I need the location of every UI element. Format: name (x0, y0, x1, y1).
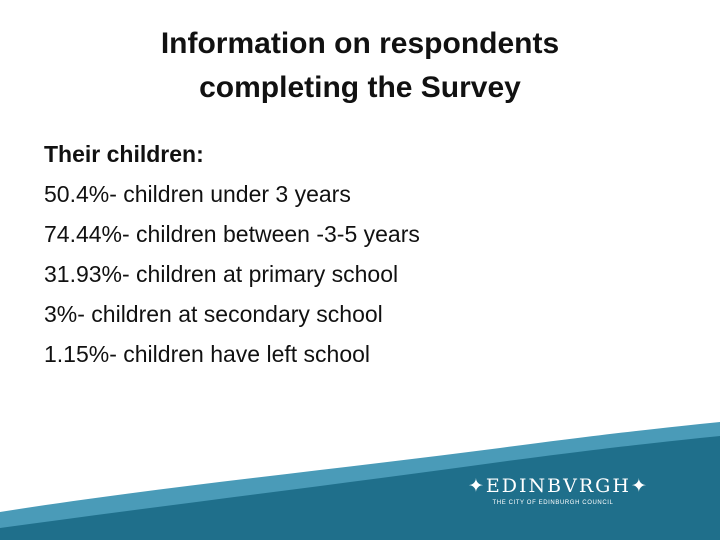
slide-content: Their children: 50.4%- children under 3 … (44, 134, 684, 374)
list-item: 50.4%- children under 3 years (44, 181, 351, 207)
slide-title: Information on respondents completing th… (60, 22, 660, 110)
list-item: 3%- children at secondary school (44, 301, 383, 327)
list-item: 1.15%- children have left school (44, 341, 371, 367)
logo-wordmark: ✦EDINBVRGH✦ (468, 475, 649, 497)
title-line-2: completing the Survey (199, 71, 521, 104)
edinburgh-logo: ✦EDINBVRGH✦ THE CITY OF EDINBURGH COUNCI… (468, 474, 649, 514)
logo-subtitle: THE CITY OF EDINBURGH COUNCIL (492, 500, 614, 506)
list-item: 74.44%- children between -3-5 years (44, 221, 420, 247)
content-heading: Their children: (44, 141, 204, 167)
title-line-1: Information on respondents (160, 27, 560, 60)
list-item: 31.93%- children at primary school (44, 261, 399, 287)
wave-dark-band (0, 436, 720, 540)
